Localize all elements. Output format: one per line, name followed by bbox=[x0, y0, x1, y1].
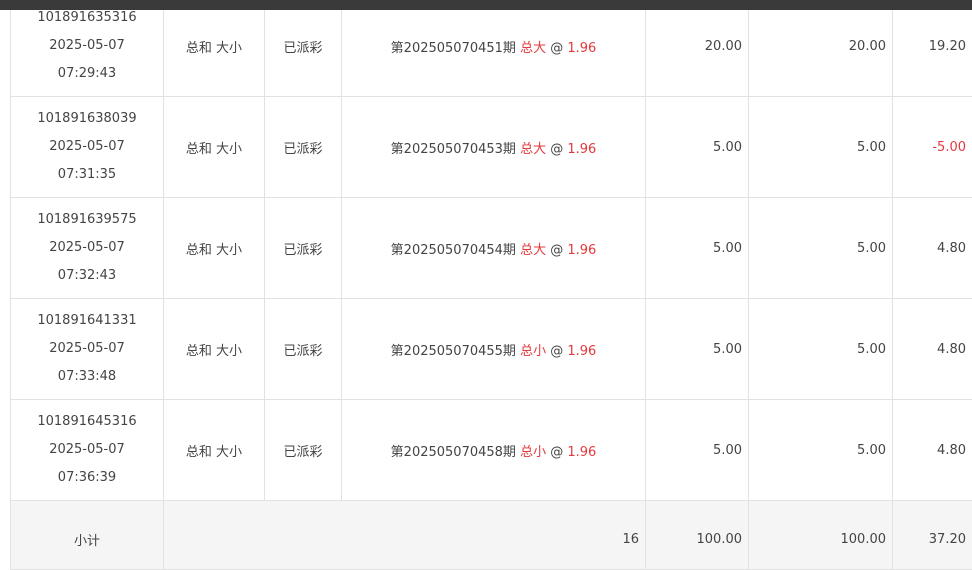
bet-date: 2025-05-07 bbox=[17, 32, 157, 60]
pick: 总小 bbox=[520, 445, 546, 460]
valid-amount: 5.00 bbox=[749, 299, 893, 400]
odds: 1.96 bbox=[567, 243, 596, 258]
bet-content: 第202505070451期 总大 @ 1.96 bbox=[342, 0, 646, 97]
bet-time: 07:31:35 bbox=[17, 161, 157, 189]
bet-id: 101891638039 bbox=[17, 105, 157, 133]
play-type: 总和 大小 bbox=[164, 0, 265, 97]
bet-amount: 5.00 bbox=[646, 299, 749, 400]
bet-time: 07:29:43 bbox=[17, 60, 157, 88]
valid-amount: 5.00 bbox=[749, 400, 893, 501]
bet-amount: 20.00 bbox=[646, 0, 749, 97]
at-sign: @ bbox=[550, 445, 563, 460]
subtotal-amount: 100.00 bbox=[646, 501, 749, 570]
top-bar bbox=[0, 0, 972, 10]
bet-amount: 5.00 bbox=[646, 400, 749, 501]
bet-content: 第202505070454期 总大 @ 1.96 bbox=[342, 198, 646, 299]
issue: 第202505070454期 bbox=[391, 243, 516, 258]
bet-id: 101891639575 bbox=[17, 206, 157, 234]
odds: 1.96 bbox=[567, 41, 596, 56]
valid-amount: 5.00 bbox=[749, 198, 893, 299]
pick: 总大 bbox=[520, 142, 546, 157]
play-type: 总和 大小 bbox=[164, 299, 265, 400]
win-loss: 4.80 bbox=[893, 400, 972, 501]
subtotal-row: 小计 16 100.00 100.00 37.20 bbox=[11, 501, 972, 570]
win-loss: 19.20 bbox=[893, 0, 972, 97]
win-loss: -5.00 bbox=[893, 97, 972, 198]
status: 已派彩 bbox=[265, 0, 342, 97]
bet-content: 第202505070455期 总小 @ 1.96 bbox=[342, 299, 646, 400]
issue: 第202505070451期 bbox=[391, 41, 516, 56]
bet-id: 101891641331 bbox=[17, 307, 157, 335]
bet-content: 第202505070458期 总小 @ 1.96 bbox=[342, 400, 646, 501]
at-sign: @ bbox=[550, 41, 563, 56]
bet-time: 07:33:48 bbox=[17, 363, 157, 391]
odds: 1.96 bbox=[567, 445, 596, 460]
issue: 第202505070458期 bbox=[391, 445, 516, 460]
odds: 1.96 bbox=[567, 344, 596, 359]
bet-amount: 5.00 bbox=[646, 97, 749, 198]
bet-content: 第202505070453期 总大 @ 1.96 bbox=[342, 97, 646, 198]
odds: 1.96 bbox=[567, 142, 596, 157]
bet-time: 07:36:39 bbox=[17, 464, 157, 492]
bet-amount: 5.00 bbox=[646, 198, 749, 299]
at-sign: @ bbox=[550, 344, 563, 359]
pick: 总大 bbox=[520, 243, 546, 258]
bet-date: 2025-05-07 bbox=[17, 234, 157, 262]
status: 已派彩 bbox=[265, 400, 342, 501]
status: 已派彩 bbox=[265, 299, 342, 400]
at-sign: @ bbox=[550, 142, 563, 157]
subtotal-valid: 100.00 bbox=[749, 501, 893, 570]
bet-id: 101891645316 bbox=[17, 408, 157, 436]
status: 已派彩 bbox=[265, 198, 342, 299]
bet-date: 2025-05-07 bbox=[17, 335, 157, 363]
issue: 第202505070453期 bbox=[391, 142, 516, 157]
subtotal-count: 16 bbox=[164, 501, 646, 570]
subtotal-label: 小计 bbox=[11, 501, 164, 570]
status: 已派彩 bbox=[265, 97, 342, 198]
win-loss: 4.80 bbox=[893, 299, 972, 400]
pick: 总小 bbox=[520, 344, 546, 359]
bet-time: 07:32:43 bbox=[17, 262, 157, 290]
pick: 总大 bbox=[520, 41, 546, 56]
bet-date: 2025-05-07 bbox=[17, 436, 157, 464]
at-sign: @ bbox=[550, 243, 563, 258]
bet-date: 2025-05-07 bbox=[17, 133, 157, 161]
valid-amount: 5.00 bbox=[749, 97, 893, 198]
play-type: 总和 大小 bbox=[164, 198, 265, 299]
play-type: 总和 大小 bbox=[164, 400, 265, 501]
win-loss: 4.80 bbox=[893, 198, 972, 299]
play-type: 总和 大小 bbox=[164, 97, 265, 198]
valid-amount: 20.00 bbox=[749, 0, 893, 97]
issue: 第202505070455期 bbox=[391, 344, 516, 359]
subtotal-result: 37.20 bbox=[893, 501, 972, 570]
